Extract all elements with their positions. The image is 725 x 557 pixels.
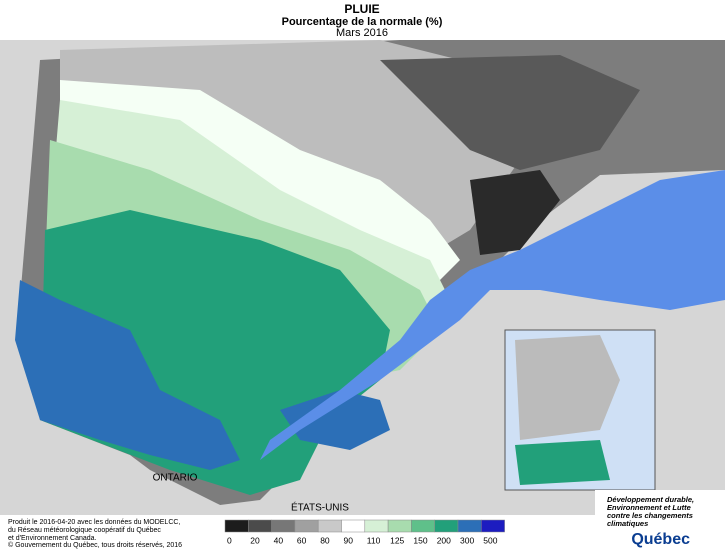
legend-swatch (481, 519, 505, 533)
legend-swatch (364, 519, 389, 533)
legend-tick-label: 90 (344, 535, 354, 545)
logo-name: Québec (631, 531, 690, 548)
legend-tick-label: 20 (250, 535, 260, 545)
label-usa: ÉTATS-UNIS (291, 501, 349, 514)
legend-swatch (457, 519, 482, 533)
legend: 0 20 40 60 80 90 110 125 150 200 300 500 (224, 519, 505, 545)
legend-tick-label: 80 (320, 535, 330, 545)
inset-region (515, 440, 610, 485)
label-ontario: ONTARIO (153, 473, 198, 484)
region-black (470, 170, 560, 255)
legend-swatch (224, 519, 249, 533)
legend-tick-label: 40 (274, 535, 284, 545)
subtitle: Pourcentage de la normale (%) (282, 16, 443, 28)
legend-tick-label: 60 (297, 535, 307, 545)
logo-line: Environnement et Lutte (607, 503, 691, 512)
logo-line: contre les changements (607, 511, 693, 520)
legend-swatch (434, 519, 459, 533)
logo: Développement durable,Environnement et L… (607, 495, 694, 528)
copyright: © Gouvernement du Québec, tous droits ré… (8, 541, 182, 549)
legend-swatch (341, 519, 366, 533)
legend-swatch (294, 519, 319, 533)
legend-tick-label: 200 (437, 535, 451, 545)
logo-line: climatiques (607, 519, 648, 528)
legend-tick-label: 150 (413, 535, 427, 545)
inset-land (515, 335, 620, 440)
footer-line: et d'Environnement Canada. (8, 535, 97, 542)
footer: Produit le 2016-04-20 avec les données d… (8, 519, 180, 542)
legend-swatch (387, 519, 412, 533)
footer-line: du Réseau météorologique coopératif du Q… (8, 527, 161, 534)
legend-swatch (271, 519, 296, 533)
footer-line: Produit le 2016-04-20 avec les données d… (8, 519, 180, 526)
legend-swatch (411, 519, 435, 533)
legend-swatch (317, 519, 342, 533)
logo-line: Développement durable, (607, 495, 694, 504)
logo-box (595, 490, 725, 552)
land-ontario (0, 470, 240, 515)
water-st-lawrence (260, 170, 725, 460)
map (0, 40, 725, 552)
legend-tick-label: 110 (367, 535, 381, 545)
region-blue (15, 280, 240, 470)
legend-tick-label: 300 (460, 535, 474, 545)
legend-tick-label: 500 (483, 535, 497, 545)
legend-tick-label: 125 (390, 535, 404, 545)
date: Mars 2016 (336, 27, 388, 39)
title: PLUIE (344, 2, 379, 16)
region-darkgrey (380, 55, 640, 170)
legend-swatch (248, 519, 272, 533)
legend-tick-label: 0 (227, 535, 232, 545)
region-blue-south (280, 390, 390, 450)
